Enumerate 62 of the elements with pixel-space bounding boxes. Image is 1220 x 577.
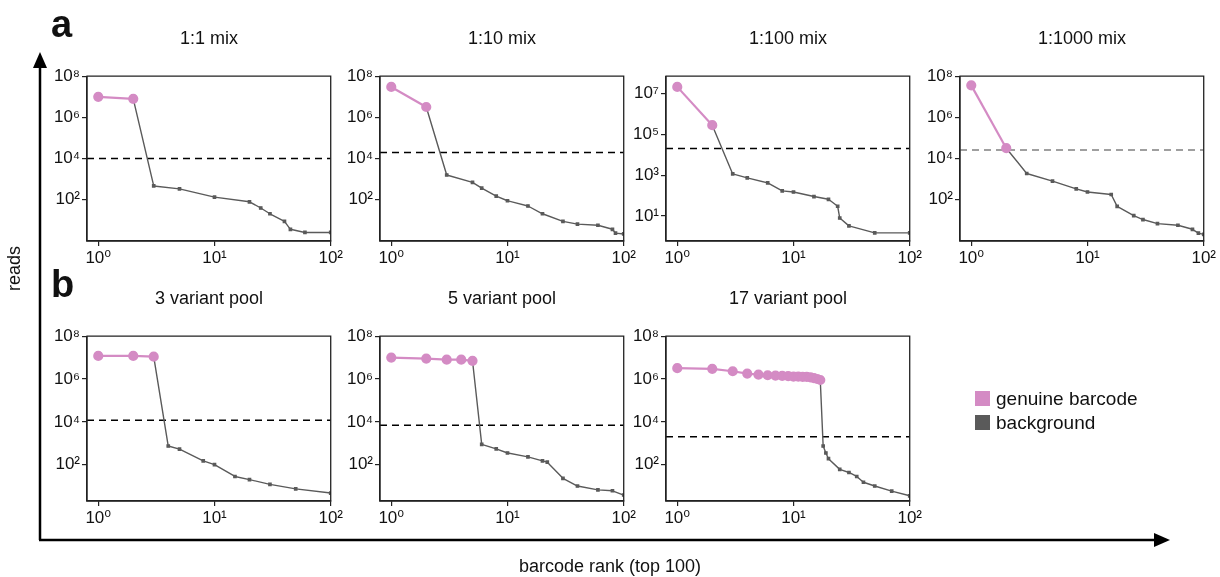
y-tick-label: 10⁷ (633, 83, 659, 103)
y-tick-label: 10¹ (634, 205, 660, 225)
y-tick-label: 10⁴ (926, 148, 953, 168)
x-tick-label: 10⁰ (378, 247, 405, 267)
y-tick-label: 10⁸ (632, 325, 659, 345)
text: a (51, 3, 73, 45)
y-tick-label: 10² (348, 189, 374, 209)
y-tick-label: 10⁶ (633, 368, 659, 388)
y-tick-label: 10⁴ (632, 411, 659, 431)
chart-title: 1:10 mix (467, 27, 537, 50)
x-tick-label: 10¹ (1075, 247, 1101, 267)
x-tick-label: 10¹ (202, 507, 228, 527)
y-axis-title: reads (4, 245, 25, 292)
x-tick-label: 10² (318, 247, 344, 267)
y-tick-label: 10⁴ (53, 148, 80, 168)
x-tick-label: 10¹ (781, 507, 807, 527)
y-tick-label: 10⁴ (346, 411, 373, 431)
legend-label: genuine barcode (996, 387, 1138, 410)
x-tick-label: 10⁰ (664, 507, 691, 527)
y-tick-label: 10⁶ (347, 368, 373, 388)
x-tick-label: 10² (318, 507, 344, 527)
y-tick-label: 10⁴ (53, 411, 80, 431)
y-tick-label: 10³ (634, 164, 660, 184)
x-tick-label: 10² (1191, 247, 1217, 267)
x-axis-title: barcode rank (top 100) (517, 556, 703, 577)
y-tick-label: 10² (928, 189, 954, 209)
y-tick-label: 10⁸ (926, 65, 953, 85)
y-tick-label: 10² (348, 454, 374, 474)
y-tick-label: 10⁶ (54, 107, 80, 127)
x-tick-label: 10² (897, 507, 923, 527)
y-tick-label: 10⁸ (346, 325, 373, 345)
x-tick-label: 10¹ (202, 247, 228, 267)
y-tick-label: 10² (55, 454, 81, 474)
y-tick-label: 10⁸ (53, 65, 80, 85)
y-tick-label: 10⁴ (346, 148, 373, 168)
x-tick-label: 10² (897, 247, 923, 267)
x-tick-label: 10¹ (495, 247, 521, 267)
y-tick-label: 10⁸ (346, 65, 373, 85)
chart-title: 17 variant pool (727, 287, 849, 310)
y-tick-label: 10² (55, 189, 81, 209)
y-tick-label: 10⁸ (53, 325, 80, 345)
x-tick-label: 10⁰ (664, 247, 691, 267)
x-tick-label: 10¹ (495, 507, 521, 527)
x-tick-label: 10² (611, 507, 637, 527)
chart-title: 3 variant pool (153, 287, 265, 310)
legend-label: background (996, 411, 1096, 434)
x-tick-label: 10⁰ (85, 247, 112, 267)
x-tick-label: 10² (611, 247, 637, 267)
x-tick-label: 10⁰ (378, 507, 405, 527)
y-tick-label: 10⁵ (633, 124, 659, 144)
chart-title: 1:100 mix (747, 27, 828, 50)
y-tick-label: 10² (634, 454, 660, 474)
y-tick-label: 10⁶ (54, 368, 80, 388)
x-tick-label: 10⁰ (958, 247, 985, 267)
y-tick-label: 10⁶ (927, 107, 953, 127)
x-tick-label: 10⁰ (85, 507, 112, 527)
x-tick-label: 10¹ (781, 247, 807, 267)
text: b (51, 263, 75, 305)
y-tick-label: 10⁶ (347, 107, 373, 127)
chart-title: 1:1000 mix (1036, 27, 1128, 50)
chart-title: 5 variant pool (446, 287, 558, 310)
chart-title: 1:1 mix (179, 27, 239, 50)
